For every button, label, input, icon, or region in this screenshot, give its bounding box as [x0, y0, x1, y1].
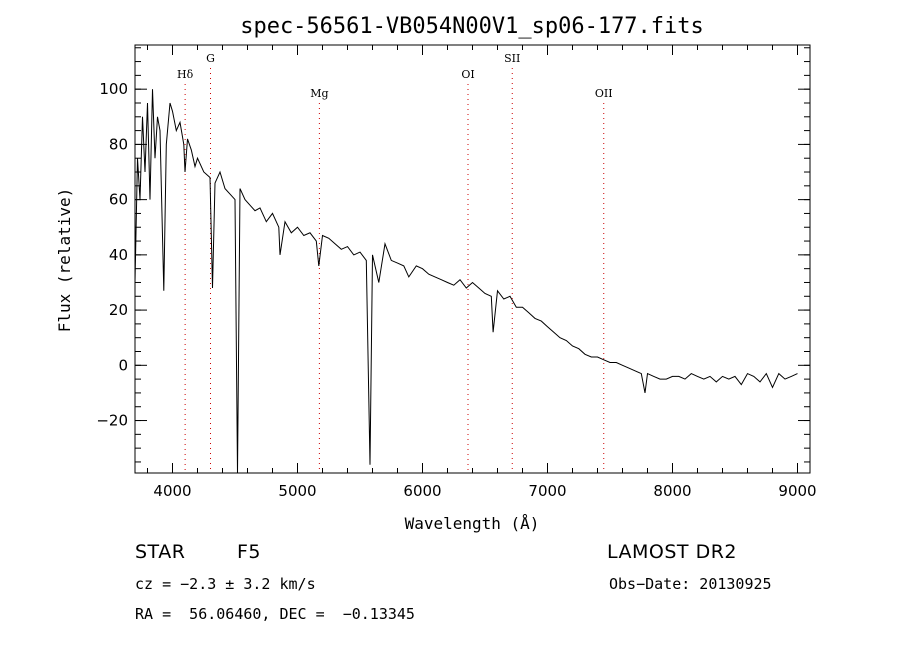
y-tick-label: −20 [96, 412, 128, 430]
marker-label-G: G [206, 52, 215, 65]
y-tick-label: 20 [109, 301, 128, 319]
observation-date: Obs−Date: 20130925 [609, 575, 772, 593]
x-tick-labels: 4000 5000 6000 7000 8000 9000 [153, 482, 816, 500]
plot-frame [134, 44, 811, 474]
y-tick-label: 60 [109, 191, 128, 209]
x-tick-label: 4000 [153, 482, 191, 500]
object-subclass: F5 [237, 541, 262, 563]
x-tick-label: 7000 [528, 482, 566, 500]
y-tick-label: 80 [109, 135, 128, 153]
x-tick-label: 9000 [778, 482, 816, 500]
x-tick-label: 5000 [278, 482, 316, 500]
x-tick-label: 6000 [403, 482, 441, 500]
marker-label-Hδ: Hδ [177, 68, 194, 81]
marker-label-OII: OII [595, 87, 613, 100]
survey-name: LAMOST DR2 [607, 541, 737, 563]
spectral-line-markers [184, 68, 605, 473]
object-class: STAR [135, 541, 186, 563]
axis-ticks [135, 45, 810, 473]
spectral-line-labels: Hδ G Mg OI SII OII [177, 52, 613, 100]
y-tick-labels: −20 0 20 40 60 80 100 [96, 80, 128, 429]
marker-label-SII: SII [504, 52, 520, 65]
sky-coordinates: RA = 56.06460, DEC = −0.13345 [135, 605, 415, 623]
x-tick-label: 8000 [653, 482, 691, 500]
spectrum-line [134, 89, 798, 474]
x-axis-label: Wavelength (Å) [405, 514, 540, 533]
y-axis-label: Flux (relative) [55, 188, 74, 333]
y-tick-label: 0 [118, 356, 128, 374]
marker-label-OI: OI [461, 68, 474, 81]
chart-title: spec-56561-VB054N00V1_sp06-177.fits [240, 14, 704, 39]
redshift-velocity: cz = −2.3 ± 3.2 km/s [135, 575, 316, 593]
marker-label-Mg: Mg [310, 87, 328, 100]
y-tick-label: 100 [99, 80, 128, 98]
y-tick-label: 40 [109, 246, 128, 264]
